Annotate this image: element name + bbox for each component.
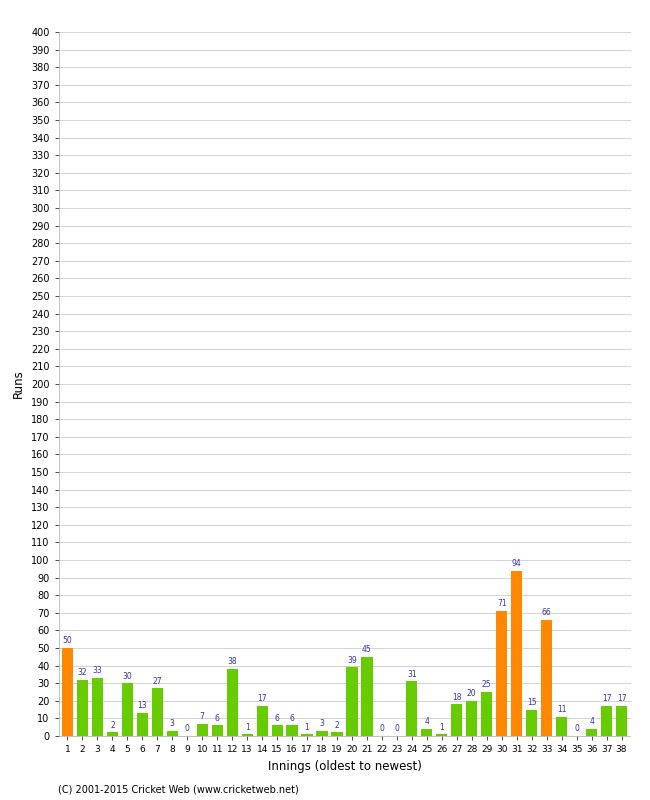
Bar [332, 733, 343, 736]
Text: 6: 6 [214, 714, 220, 723]
Text: 7: 7 [200, 712, 205, 721]
Text: 94: 94 [512, 559, 521, 568]
Bar [526, 710, 538, 736]
Bar [62, 648, 73, 736]
Text: 17: 17 [602, 694, 612, 703]
Text: 0: 0 [574, 724, 579, 734]
Text: 3: 3 [170, 719, 175, 728]
Bar [197, 724, 208, 736]
Bar [227, 669, 238, 736]
Text: 30: 30 [122, 671, 132, 681]
Bar [166, 730, 178, 736]
Bar [212, 726, 223, 736]
Bar [406, 682, 417, 736]
Bar [421, 729, 432, 736]
Bar [257, 706, 268, 736]
Bar [92, 678, 103, 736]
Text: 6: 6 [290, 714, 294, 723]
Text: 3: 3 [320, 719, 324, 728]
Text: 4: 4 [424, 718, 429, 726]
Bar [466, 701, 477, 736]
Y-axis label: Runs: Runs [12, 370, 25, 398]
Text: 45: 45 [362, 645, 372, 654]
Bar [451, 704, 462, 736]
Bar [287, 726, 298, 736]
Text: 11: 11 [557, 705, 566, 714]
Bar [346, 667, 358, 736]
Text: 33: 33 [92, 666, 102, 675]
Bar [317, 730, 328, 736]
Text: 66: 66 [541, 608, 551, 618]
Bar [496, 611, 508, 736]
Text: 0: 0 [185, 724, 190, 734]
Text: 1: 1 [439, 722, 444, 731]
Text: 13: 13 [138, 702, 147, 710]
Bar [122, 683, 133, 736]
Text: 17: 17 [617, 694, 627, 703]
Text: 17: 17 [257, 694, 267, 703]
Bar [436, 734, 447, 736]
Bar [272, 726, 283, 736]
Text: 39: 39 [347, 656, 357, 665]
Text: 27: 27 [153, 677, 162, 686]
Bar [586, 729, 597, 736]
Bar [302, 734, 313, 736]
Bar [136, 713, 148, 736]
Bar [107, 733, 118, 736]
Text: 2: 2 [110, 721, 115, 730]
Bar [556, 717, 567, 736]
Text: 32: 32 [77, 668, 87, 677]
Text: 50: 50 [62, 636, 72, 646]
Text: 1: 1 [245, 722, 250, 731]
Bar [616, 706, 627, 736]
Bar [151, 689, 163, 736]
Text: 2: 2 [335, 721, 339, 730]
Bar [361, 657, 372, 736]
Text: 38: 38 [227, 658, 237, 666]
Bar [541, 620, 552, 736]
Bar [511, 570, 523, 736]
X-axis label: Innings (oldest to newest): Innings (oldest to newest) [268, 759, 421, 773]
Bar [601, 706, 612, 736]
Text: 4: 4 [589, 718, 594, 726]
Bar [481, 692, 492, 736]
Text: 0: 0 [395, 724, 399, 734]
Text: 25: 25 [482, 680, 491, 690]
Bar [77, 680, 88, 736]
Text: 6: 6 [275, 714, 280, 723]
Text: 20: 20 [467, 689, 476, 698]
Text: (C) 2001-2015 Cricket Web (www.cricketweb.net): (C) 2001-2015 Cricket Web (www.cricketwe… [58, 784, 299, 794]
Text: 31: 31 [407, 670, 417, 678]
Text: 15: 15 [527, 698, 536, 707]
Text: 0: 0 [380, 724, 384, 734]
Text: 1: 1 [305, 722, 309, 731]
Bar [242, 734, 253, 736]
Text: 18: 18 [452, 693, 461, 702]
Text: 71: 71 [497, 599, 506, 608]
